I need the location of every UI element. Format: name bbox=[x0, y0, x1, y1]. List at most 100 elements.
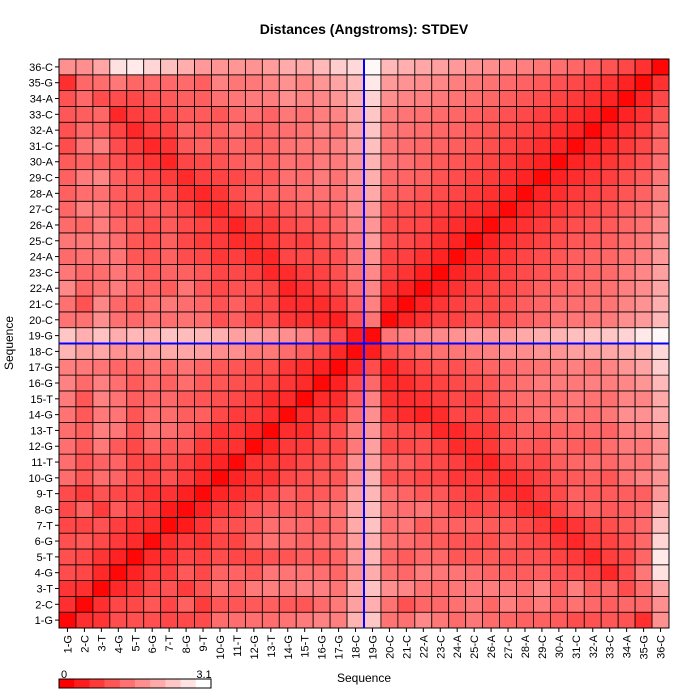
heatmap-cell bbox=[363, 469, 382, 487]
heatmap-cell bbox=[566, 611, 585, 629]
heatmap-cell bbox=[651, 295, 670, 313]
heatmap-cell bbox=[58, 279, 77, 297]
heatmap-cell bbox=[380, 516, 399, 534]
x-tick-label: 10-G bbox=[215, 635, 227, 659]
heatmap-cell bbox=[397, 390, 416, 408]
heatmap-cell bbox=[312, 106, 331, 123]
heatmap-cell bbox=[651, 58, 670, 76]
heatmap-cell bbox=[397, 532, 416, 550]
heatmap-cell bbox=[261, 343, 280, 360]
heatmap-cell bbox=[549, 137, 568, 155]
heatmap-cell bbox=[431, 516, 450, 534]
heatmap-cell bbox=[516, 169, 534, 186]
y-tick-label: 23-C bbox=[29, 267, 53, 279]
heatmap-cell bbox=[566, 169, 585, 186]
heatmap-cell bbox=[329, 611, 348, 629]
heatmap-cell bbox=[261, 532, 280, 550]
heatmap-cell bbox=[397, 516, 416, 534]
heatmap-cell bbox=[228, 374, 246, 392]
x-tick-label: 3-T bbox=[96, 635, 108, 652]
heatmap-cell bbox=[363, 374, 382, 392]
heatmap-cell bbox=[499, 406, 517, 423]
heatmap-cell bbox=[549, 595, 568, 613]
heatmap-cell bbox=[109, 501, 128, 518]
heatmap-cell bbox=[346, 358, 365, 376]
heatmap-cell bbox=[58, 611, 77, 629]
heatmap-cell bbox=[92, 453, 111, 471]
heatmap-cell bbox=[600, 548, 619, 566]
x-tick-label: 24-A bbox=[452, 634, 464, 658]
heatmap-cell bbox=[194, 532, 212, 550]
heatmap-cell bbox=[312, 295, 331, 313]
heatmap-cell bbox=[617, 216, 636, 234]
heatmap-cell bbox=[177, 564, 195, 581]
heatmap-cell bbox=[278, 374, 297, 392]
heatmap-cell bbox=[431, 374, 450, 392]
heatmap-cell bbox=[482, 232, 500, 250]
heatmap-cell bbox=[465, 390, 484, 408]
heatmap-cell bbox=[431, 580, 450, 597]
heatmap-cell bbox=[346, 406, 365, 423]
heatmap-cell bbox=[109, 295, 128, 313]
heatmap-cell bbox=[549, 548, 568, 566]
heatmap-cell bbox=[465, 485, 484, 502]
heatmap-cell bbox=[58, 548, 77, 566]
heatmap-cell bbox=[143, 169, 162, 186]
heatmap-cell bbox=[583, 216, 602, 234]
heatmap-cell bbox=[634, 185, 653, 202]
heatmap-cell bbox=[92, 485, 111, 502]
heatmap-cell bbox=[431, 200, 450, 218]
heatmap-cell bbox=[482, 90, 500, 107]
heatmap-cell bbox=[448, 390, 467, 408]
heatmap-cell bbox=[244, 469, 263, 487]
heatmap-cell bbox=[533, 295, 551, 313]
heatmap-cell bbox=[380, 406, 399, 423]
heatmap-cell bbox=[617, 437, 636, 455]
heatmap-cell bbox=[126, 564, 145, 581]
x-tick-label: 15-T bbox=[300, 635, 312, 658]
heatmap-cell bbox=[600, 406, 619, 423]
heatmap-cell bbox=[261, 516, 280, 534]
heatmap-cell bbox=[380, 106, 399, 123]
heatmap-cell bbox=[261, 216, 280, 234]
heatmap-cell bbox=[651, 279, 670, 297]
heatmap-cell bbox=[143, 532, 162, 550]
heatmap-cell bbox=[651, 232, 670, 250]
heatmap-cell bbox=[126, 374, 145, 392]
heatmap-cell bbox=[465, 74, 484, 92]
heatmap-cell bbox=[533, 311, 551, 329]
heatmap-cell bbox=[244, 485, 263, 502]
heatmap-cell bbox=[516, 453, 534, 471]
heatmap-cell bbox=[177, 200, 195, 218]
heatmap-cell bbox=[566, 406, 585, 423]
heatmap-cell bbox=[160, 343, 179, 360]
y-tick-label: 15-T bbox=[30, 394, 53, 406]
heatmap-cell bbox=[583, 611, 602, 629]
heatmap-cell bbox=[533, 390, 551, 408]
heatmap-cell bbox=[126, 74, 145, 92]
heatmap-cell bbox=[566, 279, 585, 297]
y-tick-label: 25-C bbox=[29, 236, 53, 248]
heatmap-cell bbox=[414, 469, 433, 487]
heatmap-cell bbox=[448, 611, 467, 629]
heatmap-cell bbox=[499, 153, 517, 171]
heatmap-cell bbox=[177, 548, 195, 566]
heatmap-cell bbox=[566, 153, 585, 171]
heatmap-cell bbox=[126, 611, 145, 629]
y-tick-label: 10-G bbox=[29, 473, 53, 485]
heatmap-cell bbox=[244, 327, 263, 344]
heatmap-cell bbox=[75, 200, 94, 218]
heatmap-cell bbox=[160, 422, 179, 439]
heatmap-cell bbox=[566, 374, 585, 392]
heatmap-cell bbox=[346, 216, 365, 234]
heatmap-cell bbox=[177, 516, 195, 534]
heatmap-cell bbox=[295, 501, 314, 518]
heatmap-cell bbox=[431, 121, 450, 139]
heatmap-cell bbox=[346, 90, 365, 107]
heatmap-cell bbox=[363, 453, 382, 471]
heatmap-cell bbox=[228, 406, 246, 423]
heatmap-cell bbox=[414, 169, 433, 186]
heatmap-cell bbox=[600, 358, 619, 376]
heatmap-cell bbox=[617, 279, 636, 297]
heatmap-cell bbox=[566, 58, 585, 76]
